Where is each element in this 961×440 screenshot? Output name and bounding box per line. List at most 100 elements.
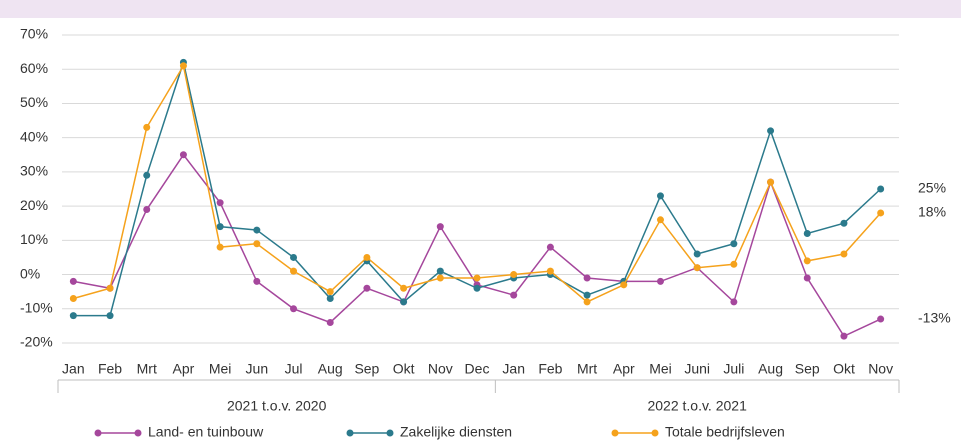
point bbox=[216, 243, 224, 251]
x-tick-label: Feb bbox=[538, 361, 562, 377]
end-label: 18% bbox=[918, 204, 946, 220]
point bbox=[436, 223, 444, 231]
legend-marker bbox=[94, 429, 102, 437]
legend-label: Land- en tuinbouw bbox=[148, 424, 264, 440]
x-tick-label: Jul bbox=[285, 361, 303, 377]
x-tick-label: Jan bbox=[62, 361, 85, 377]
point bbox=[803, 229, 811, 237]
point bbox=[106, 312, 114, 320]
legend-marker bbox=[611, 429, 619, 437]
point bbox=[546, 243, 554, 251]
y-tick-label: 50% bbox=[20, 94, 48, 110]
x-tick-label: Juni bbox=[684, 361, 710, 377]
point bbox=[400, 298, 408, 306]
y-tick-label: 0% bbox=[20, 265, 40, 281]
point bbox=[840, 219, 848, 227]
x-tick-label: Nov bbox=[868, 361, 893, 377]
point bbox=[216, 199, 224, 207]
x-tick-label: Mrt bbox=[137, 361, 157, 377]
point bbox=[143, 123, 151, 131]
point bbox=[253, 240, 261, 248]
x-tick-label: Jan bbox=[502, 361, 525, 377]
point bbox=[693, 250, 701, 258]
point bbox=[326, 288, 334, 296]
group-label: 2022 t.o.v. 2021 bbox=[647, 398, 747, 414]
point bbox=[106, 284, 114, 292]
x-tick-label: Mrt bbox=[577, 361, 597, 377]
point bbox=[363, 284, 371, 292]
point bbox=[253, 226, 261, 234]
x-tick-label: Jun bbox=[246, 361, 269, 377]
point bbox=[363, 253, 371, 261]
point bbox=[767, 127, 775, 135]
point bbox=[436, 267, 444, 275]
x-tick-label: Apr bbox=[173, 361, 195, 377]
point bbox=[620, 281, 628, 289]
point bbox=[803, 274, 811, 282]
x-tick-label: Okt bbox=[833, 361, 855, 377]
y-tick-label: 40% bbox=[20, 128, 48, 144]
point bbox=[253, 277, 261, 285]
point bbox=[400, 284, 408, 292]
x-tick-label: Sep bbox=[795, 361, 820, 377]
end-label: -13% bbox=[918, 310, 951, 326]
point bbox=[290, 253, 298, 261]
legend-marker bbox=[651, 429, 659, 437]
y-tick-label: 70% bbox=[20, 26, 48, 42]
point bbox=[69, 312, 77, 320]
point bbox=[877, 209, 885, 217]
point bbox=[877, 315, 885, 323]
point bbox=[840, 332, 848, 340]
x-tick-label: Mei bbox=[209, 361, 232, 377]
y-tick-label: 60% bbox=[20, 60, 48, 76]
point bbox=[473, 274, 481, 282]
point bbox=[730, 240, 738, 248]
point bbox=[143, 206, 151, 214]
y-tick-label: -10% bbox=[20, 299, 53, 315]
point bbox=[510, 291, 518, 299]
end-label: 25% bbox=[918, 180, 946, 196]
point bbox=[656, 277, 664, 285]
point bbox=[730, 298, 738, 306]
point bbox=[143, 171, 151, 179]
y-tick-label: 30% bbox=[20, 163, 48, 179]
point bbox=[290, 305, 298, 313]
legend-marker bbox=[134, 429, 142, 437]
point bbox=[767, 178, 775, 186]
y-tick-label: -20% bbox=[20, 334, 53, 350]
x-tick-label: Dec bbox=[465, 361, 490, 377]
x-tick-label: Okt bbox=[393, 361, 415, 377]
series-line bbox=[73, 63, 882, 303]
x-tick-label: Aug bbox=[318, 361, 343, 377]
point bbox=[656, 216, 664, 224]
point bbox=[877, 185, 885, 193]
point bbox=[840, 250, 848, 258]
x-tick-label: Nov bbox=[428, 361, 453, 377]
point bbox=[693, 264, 701, 272]
y-tick-label: 20% bbox=[20, 197, 48, 213]
x-tick-label: Apr bbox=[613, 361, 635, 377]
x-tick-label: Sep bbox=[354, 361, 379, 377]
group-label: 2021 t.o.v. 2020 bbox=[227, 398, 327, 414]
point bbox=[69, 295, 77, 303]
point bbox=[473, 284, 481, 292]
point bbox=[179, 151, 187, 159]
point bbox=[803, 257, 811, 265]
point bbox=[583, 298, 591, 306]
point bbox=[730, 260, 738, 268]
point bbox=[510, 271, 518, 279]
legend-label: Zakelijke diensten bbox=[400, 424, 512, 440]
legend-label: Totale bedrijfsleven bbox=[665, 424, 785, 440]
point bbox=[436, 274, 444, 282]
legend-marker bbox=[346, 429, 354, 437]
point bbox=[69, 277, 77, 285]
x-tick-label: Feb bbox=[98, 361, 122, 377]
point bbox=[216, 223, 224, 231]
legend-marker bbox=[386, 429, 394, 437]
point bbox=[290, 267, 298, 275]
point bbox=[546, 267, 554, 275]
x-tick-label: Aug bbox=[758, 361, 783, 377]
point bbox=[326, 318, 334, 326]
